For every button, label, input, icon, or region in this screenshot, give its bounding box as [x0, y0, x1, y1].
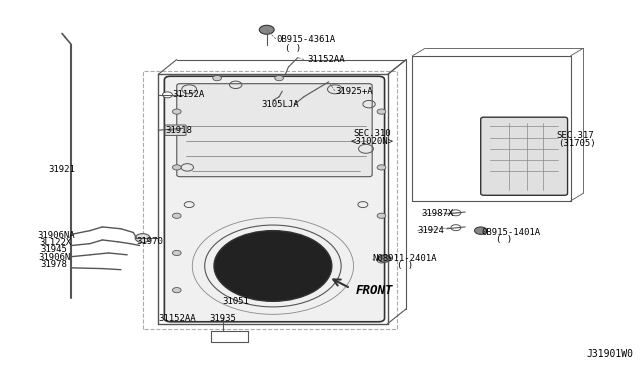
Circle shape: [451, 210, 461, 216]
Circle shape: [172, 165, 181, 170]
Text: 31935: 31935: [210, 314, 237, 323]
Text: 31152AA: 31152AA: [158, 314, 196, 323]
Text: J31901W0: J31901W0: [586, 349, 633, 359]
Text: (31705): (31705): [557, 139, 595, 148]
Text: ( ): ( ): [285, 44, 301, 53]
Text: 31918: 31918: [166, 126, 193, 135]
FancyBboxPatch shape: [165, 125, 186, 135]
Text: N08911-2401A: N08911-2401A: [372, 254, 436, 263]
Text: 31906N: 31906N: [38, 253, 70, 262]
Circle shape: [377, 213, 386, 218]
Text: SEC.310: SEC.310: [353, 129, 391, 138]
Circle shape: [214, 231, 332, 301]
Circle shape: [451, 225, 461, 231]
Text: 31924: 31924: [417, 226, 444, 235]
Text: ( ): ( ): [496, 235, 513, 244]
Circle shape: [172, 109, 181, 114]
Text: 31051: 31051: [222, 297, 249, 306]
Text: 31970: 31970: [136, 237, 163, 246]
Circle shape: [135, 234, 150, 243]
Text: 3L122X: 3L122X: [39, 238, 71, 247]
FancyBboxPatch shape: [164, 76, 385, 322]
Circle shape: [172, 213, 181, 218]
Circle shape: [377, 258, 386, 263]
Circle shape: [378, 255, 391, 262]
Circle shape: [474, 227, 487, 234]
FancyBboxPatch shape: [481, 117, 568, 195]
Text: SEC.317: SEC.317: [556, 131, 594, 140]
Circle shape: [212, 76, 221, 81]
Text: 31152AA: 31152AA: [307, 55, 345, 64]
Text: 31921: 31921: [49, 165, 76, 174]
FancyBboxPatch shape: [177, 84, 372, 177]
Text: 31945: 31945: [40, 246, 67, 254]
Circle shape: [377, 165, 386, 170]
Circle shape: [259, 25, 274, 34]
Text: ( ): ( ): [397, 262, 413, 270]
Circle shape: [377, 109, 386, 114]
Text: 0B915-1401A: 0B915-1401A: [481, 228, 540, 237]
Text: FRONT: FRONT: [355, 285, 393, 297]
Text: <31020N>: <31020N>: [351, 137, 394, 146]
Text: 31987X: 31987X: [422, 209, 454, 218]
Circle shape: [163, 92, 172, 98]
Text: 31152A: 31152A: [172, 90, 205, 99]
Circle shape: [275, 76, 284, 81]
Text: 31925+A: 31925+A: [335, 87, 372, 96]
Text: 0B915-4361A: 0B915-4361A: [276, 35, 335, 44]
Text: 3105LJA: 3105LJA: [262, 100, 300, 109]
Circle shape: [172, 250, 181, 256]
Text: 31978: 31978: [40, 260, 67, 269]
Circle shape: [172, 288, 181, 293]
Text: 31906NA: 31906NA: [37, 231, 75, 240]
